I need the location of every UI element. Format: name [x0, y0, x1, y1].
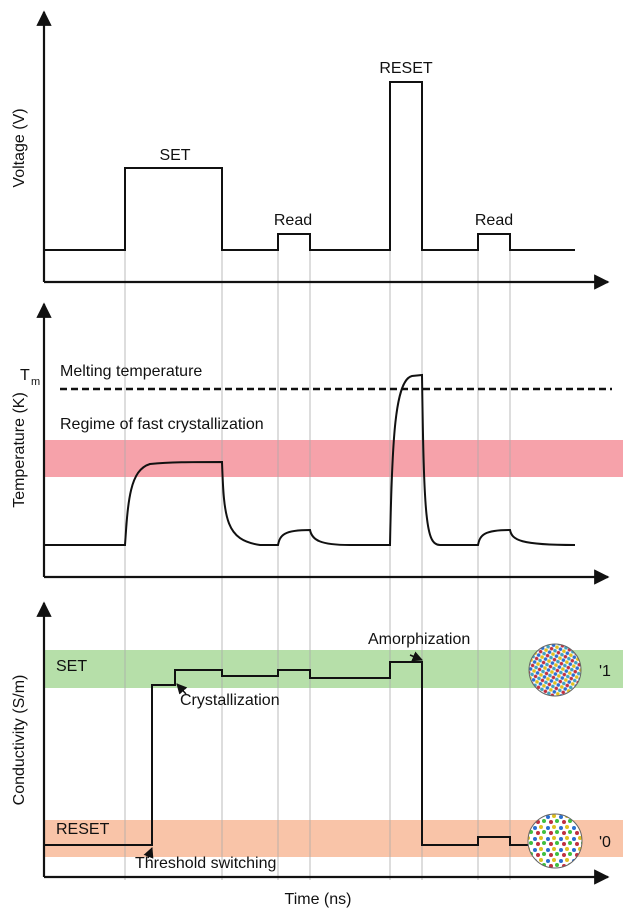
crystallization-band: [44, 440, 623, 477]
tm-subscript: m: [31, 376, 40, 388]
threshold-label: Threshold switching: [135, 855, 276, 872]
time-guides: [124, 84, 511, 880]
band-label: RESET: [56, 821, 110, 838]
tm-symbol: T: [20, 367, 30, 384]
y-axis-label: Voltage (V): [11, 108, 28, 187]
conductivity-waveform: [44, 661, 530, 846]
pulse-label: Read: [475, 212, 513, 229]
state-label: '0: [599, 834, 611, 851]
amorphization-pointer: [409, 651, 423, 662]
melting-label: Melting temperature: [60, 363, 202, 380]
threshold-pointer: [143, 847, 154, 859]
state-label: '1: [599, 663, 611, 680]
temperature-waveform: [44, 373, 576, 546]
reset-band: [44, 820, 623, 857]
amorphization-label: Amorphization: [368, 631, 470, 648]
amorphous-icon: [527, 813, 583, 869]
crystalline-icon: [528, 643, 582, 697]
set-band: [44, 650, 623, 688]
axes: [36, 10, 610, 885]
band-label: SET: [56, 658, 87, 675]
crystallization-pointer: [176, 683, 188, 695]
pulse-label: SET: [159, 147, 190, 164]
pulse-label: Read: [274, 212, 312, 229]
y-axis-label: Temperature (K): [11, 392, 28, 508]
voltage-waveform: [44, 81, 575, 251]
crystallization-label: Crystallization: [180, 692, 280, 709]
x-axis-label: Time (ns): [285, 891, 352, 908]
pulse-label: RESET: [379, 60, 433, 77]
regime-label: Regime of fast crystallization: [60, 416, 264, 433]
y-axis-label: Conductivity (S/m): [11, 675, 28, 806]
